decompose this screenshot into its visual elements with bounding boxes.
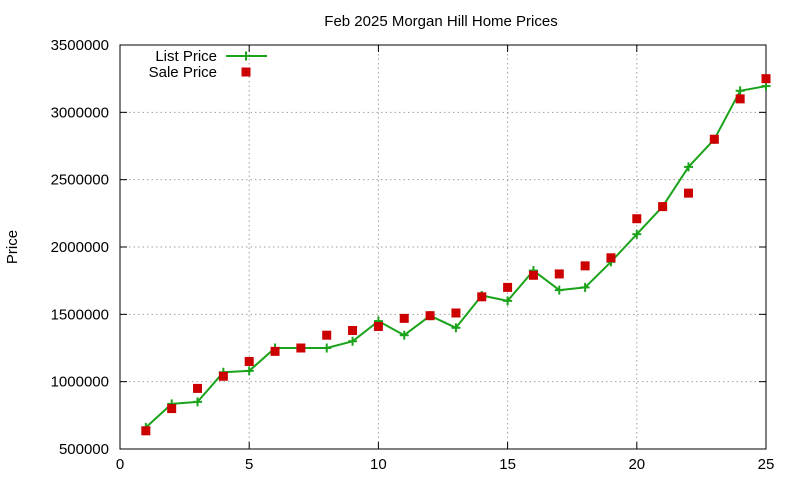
list-price-point bbox=[322, 343, 332, 353]
series-sale-price bbox=[141, 74, 771, 436]
y-tick-label: 2000000 bbox=[51, 239, 109, 256]
list-price-point bbox=[348, 336, 358, 346]
list-price-point bbox=[244, 366, 254, 376]
y-tick-labels: 500000 1000000 1500000 2000000 2500000 300000… bbox=[51, 37, 109, 458]
sale-price-point bbox=[503, 282, 513, 292]
x-tick-label: 25 bbox=[758, 456, 775, 473]
sale-price-point bbox=[322, 330, 332, 340]
sale-price-point bbox=[554, 269, 564, 279]
y-tick-label: 1500000 bbox=[51, 306, 109, 323]
sale-price-point bbox=[709, 134, 719, 144]
sale-price-point bbox=[761, 74, 771, 84]
sale-price-point bbox=[193, 383, 203, 393]
sale-price-point bbox=[399, 313, 409, 323]
list-price-point bbox=[554, 285, 564, 295]
list-price-point bbox=[580, 282, 590, 292]
list-price-point bbox=[683, 162, 693, 172]
sale-price-point bbox=[218, 371, 228, 381]
sale-price-point bbox=[606, 253, 616, 263]
sale-price-point bbox=[451, 308, 461, 318]
sale-price-point bbox=[632, 214, 642, 224]
y-tick-label: 2500000 bbox=[51, 172, 109, 189]
sale-price-point bbox=[141, 426, 151, 436]
sale-price-point bbox=[477, 292, 487, 302]
x-tick-label: 10 bbox=[370, 456, 387, 473]
y-tick-label: 3500000 bbox=[51, 37, 109, 54]
x-tick-label: 5 bbox=[245, 456, 253, 473]
list-price-point bbox=[503, 296, 513, 306]
sale-price-point bbox=[167, 404, 177, 414]
y-tick-label: 500000 bbox=[59, 441, 109, 458]
y-tick-label: 1000000 bbox=[51, 374, 109, 391]
legend-label-list-price: List Price bbox=[155, 48, 217, 65]
sale-price-point bbox=[658, 202, 668, 212]
legend-label-sale-price: Sale Price bbox=[149, 64, 217, 81]
y-axis-label: Price bbox=[4, 230, 21, 264]
list-price-point bbox=[193, 397, 203, 407]
x-tick-label: 0 bbox=[116, 456, 124, 473]
sale-price-point bbox=[425, 311, 435, 321]
sale-price-point bbox=[348, 325, 358, 335]
list-price-point bbox=[735, 86, 745, 96]
sale-price-point bbox=[244, 356, 254, 366]
axis-ticks bbox=[119, 44, 767, 450]
legend-swatch-sale-price bbox=[241, 67, 251, 77]
legend-plus-marker bbox=[241, 51, 251, 61]
sale-price-point bbox=[735, 94, 745, 104]
sale-price-point bbox=[373, 321, 383, 331]
legend: List Price Sale Price bbox=[149, 48, 267, 81]
sale-price-point bbox=[683, 188, 693, 198]
chart-title: Feb 2025 Morgan Hill Home Prices bbox=[324, 13, 557, 30]
legend-square-marker bbox=[241, 67, 251, 77]
y-tick-label: 3000000 bbox=[51, 104, 109, 121]
list-price-point bbox=[632, 229, 642, 239]
x-tick-label: 15 bbox=[499, 456, 516, 473]
sale-price-point bbox=[580, 261, 590, 271]
list-price-point bbox=[451, 323, 461, 333]
legend-swatch-list-price bbox=[226, 51, 267, 61]
sale-price-point bbox=[528, 270, 538, 280]
sale-price-point bbox=[296, 343, 306, 353]
x-tick-labels: 0 5 10 15 20 25 bbox=[116, 456, 775, 473]
sale-price-point bbox=[270, 346, 280, 356]
x-tick-label: 20 bbox=[628, 456, 645, 473]
list-price-point bbox=[399, 330, 409, 340]
